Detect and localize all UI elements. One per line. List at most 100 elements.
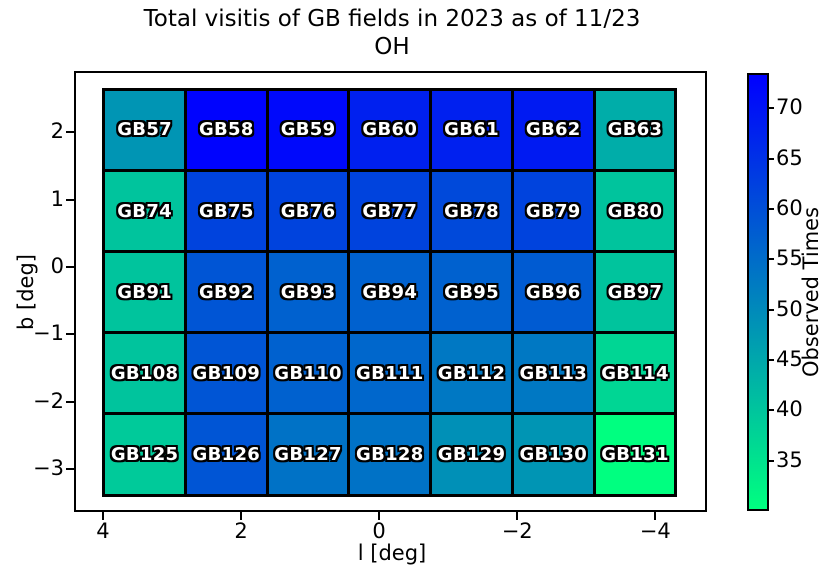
field-label: GB62 <box>525 119 581 141</box>
field-label: GB61 <box>444 119 499 141</box>
colorbar-tick-mark <box>767 157 774 160</box>
colorbar-tick-mark <box>767 107 774 110</box>
field-label: GB59 <box>280 119 336 141</box>
field-label: GB80 <box>607 200 663 222</box>
x-tick-label: 0 <box>372 519 386 543</box>
y-tick-label: −1 <box>33 321 64 346</box>
x-tick-label: 4 <box>96 519 110 543</box>
heatmap-cell-GB129: GB129 <box>432 415 511 494</box>
field-label: GB131 <box>601 443 669 465</box>
heatmap-cell-GB59: GB59 <box>268 90 348 169</box>
heatmap-cell-GB94: GB94 <box>350 253 430 332</box>
colorbar-tick-label: 70 <box>776 95 803 120</box>
x-tick-mark <box>240 512 243 520</box>
chart-title-block: Total visitis of GB fields in 2023 as of… <box>74 5 710 61</box>
field-label: GB92 <box>198 281 254 303</box>
colorbar-tick-mark <box>767 207 774 210</box>
field-label: GB93 <box>280 281 336 303</box>
colorbar-tick-mark <box>767 308 774 311</box>
y-tick-label: −3 <box>33 455 64 480</box>
field-label: GB130 <box>519 443 588 465</box>
colorbar-tick-mark <box>767 258 774 261</box>
colorbar-tick-mark <box>767 358 774 361</box>
y-tick-mark <box>66 467 74 470</box>
colorbar-tick-label: 65 <box>776 145 803 170</box>
colorbar-tick-label: 60 <box>776 195 803 220</box>
y-tick-mark <box>66 265 74 268</box>
colorbar-tick-label: 45 <box>776 346 803 371</box>
heatmap-cell-GB62: GB62 <box>513 90 593 169</box>
field-label: GB60 <box>362 119 418 141</box>
field-label: GB129 <box>437 443 506 465</box>
heatmap-cell-GB76: GB76 <box>268 171 348 251</box>
field-label: GB77 <box>362 200 418 222</box>
heatmap-cell-GB91: GB91 <box>105 253 184 332</box>
heatmap-cell-GB95: GB95 <box>432 253 511 332</box>
x-tick-label: −4 <box>639 519 671 543</box>
y-tick-label: 0 <box>50 253 64 278</box>
y-axis-label: b [deg] <box>14 254 38 330</box>
heatmap-cell-GB126: GB126 <box>186 415 266 494</box>
heatmap-cell-GB96: GB96 <box>513 253 593 332</box>
chart-title: Total visitis of GB fields in 2023 as of… <box>143 6 641 32</box>
colorbar-tick-label: 40 <box>776 397 803 422</box>
field-label: GB114 <box>601 362 669 384</box>
heatmap-cell-GB57: GB57 <box>105 90 184 169</box>
heatmap-cell-GB79: GB79 <box>513 171 593 251</box>
heatmap-cell-GB110: GB110 <box>268 334 348 413</box>
field-label: GB112 <box>437 362 506 384</box>
field-label: GB128 <box>356 443 424 465</box>
field-label: GB57 <box>117 119 172 141</box>
field-label: GB94 <box>362 281 418 303</box>
x-tick-mark <box>654 512 657 520</box>
y-tick-label: −2 <box>33 388 64 413</box>
field-label: GB97 <box>607 281 663 303</box>
heatmap-cell-GB128: GB128 <box>350 415 430 494</box>
y-tick-mark <box>66 333 74 336</box>
field-label: GB127 <box>274 443 342 465</box>
field-label: GB109 <box>192 362 261 384</box>
heatmap-cell-GB131: GB131 <box>595 415 675 494</box>
field-label: GB76 <box>280 200 336 222</box>
heatmap-cell-GB93: GB93 <box>268 253 348 332</box>
heatmap-cell-GB97: GB97 <box>595 253 675 332</box>
heatmap-cell-GB58: GB58 <box>186 90 266 169</box>
y-tick-mark <box>66 198 74 201</box>
field-label: GB110 <box>274 362 342 384</box>
heatmap-cell-GB92: GB92 <box>186 253 266 332</box>
field-label: GB78 <box>444 200 499 222</box>
colorbar-tick-mark <box>767 409 774 412</box>
field-label: GB63 <box>607 119 663 141</box>
x-axis-label: l [deg] <box>357 541 427 565</box>
field-label: GB111 <box>356 362 424 384</box>
colorbar-gradient <box>747 73 769 511</box>
heatmap-cell-GB74: GB74 <box>105 171 184 251</box>
heatmap-cell-GB127: GB127 <box>268 415 348 494</box>
field-label: GB75 <box>198 200 254 222</box>
heatmap-cell-GB78: GB78 <box>432 171 511 251</box>
heatmap-grid: GB57 GB58 GB59 GB60 GB61 GB62 GB63 GB74 GB75 GB76… <box>102 87 678 497</box>
heatmap-cell-GB111: GB111 <box>350 334 430 413</box>
y-tick-label: 1 <box>50 186 64 211</box>
colorbar-tick-label: 55 <box>776 246 803 271</box>
heatmap-cell-GB77: GB77 <box>350 171 430 251</box>
heatmap-cell-GB60: GB60 <box>350 90 430 169</box>
field-label: GB96 <box>525 281 581 303</box>
field-label: GB125 <box>110 443 179 465</box>
heatmap-cell-GB125: GB125 <box>105 415 184 494</box>
colorbar-tick-label: 50 <box>776 296 803 321</box>
heatmap-cell-GB80: GB80 <box>595 171 675 251</box>
heatmap-cell-GB109: GB109 <box>186 334 266 413</box>
heatmap-cell-GB113: GB113 <box>513 334 593 413</box>
field-label: GB108 <box>110 362 179 384</box>
field-label: GB113 <box>519 362 588 384</box>
field-label: GB79 <box>525 200 581 222</box>
x-tick-mark <box>378 512 381 520</box>
field-label: GB74 <box>117 200 172 222</box>
x-tick-mark <box>516 512 519 520</box>
y-tick-mark <box>66 400 74 403</box>
colorbar-tick-label: 35 <box>776 447 803 472</box>
field-label: GB91 <box>117 281 172 303</box>
colorbar-tick-mark <box>767 459 774 462</box>
